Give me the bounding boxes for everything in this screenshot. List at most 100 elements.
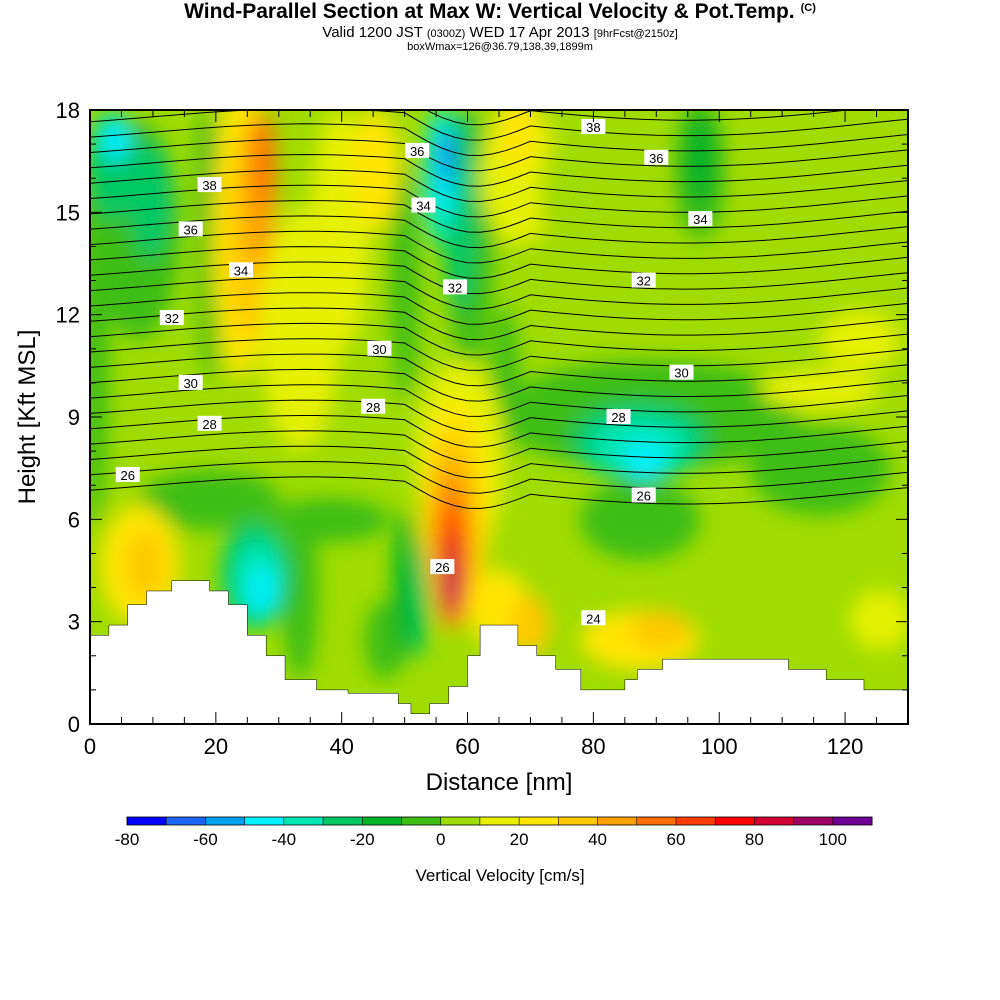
isentrope-line (90, 415, 908, 448)
colorbar-swatch (127, 817, 167, 825)
colorbar-tick-label: 100 (819, 830, 847, 849)
colorbar-swatch (283, 817, 324, 825)
colorbar-tick-label: -80 (115, 830, 140, 849)
x-tick-label: 20 (204, 734, 228, 759)
isentrope-line (90, 169, 908, 203)
colorbar-tick-label: 60 (666, 830, 685, 849)
isentrope-line (90, 430, 908, 464)
isentrope-line (90, 246, 908, 279)
x-axis: 0 20 40 60 80 100 120 (84, 110, 909, 759)
y-tick-label: 15 (56, 200, 80, 225)
terrain-profile (90, 580, 908, 724)
x-tick-label: 120 (827, 734, 864, 759)
isentrope-lines (90, 110, 908, 510)
title-main: Wind-Parallel Section at Max W: Vertical… (184, 0, 795, 23)
contour-label: 38 (202, 178, 216, 193)
contour-label-box (229, 262, 254, 278)
y-tick-label: 3 (68, 610, 80, 635)
isentrope-line (90, 368, 908, 402)
valid-prefix: Valid 1200 JST (322, 24, 423, 41)
forecast-info: [9hrFcst@2150z] (593, 28, 678, 40)
colorbar: -80 -60 -40 -20 0 20 40 60 80 100 (115, 816, 873, 849)
contour-label-box (581, 119, 606, 135)
contour-label-box (644, 149, 669, 165)
colorbar-tick-label: 0 (436, 830, 445, 849)
contour-label: 28 (366, 400, 380, 415)
contour-label-box (631, 487, 656, 503)
contour-label: 28 (611, 410, 625, 425)
contour-label-box (631, 272, 656, 288)
colorbar-label: Vertical Velocity [cm/s] (415, 866, 584, 885)
chart-title: Wind-Parallel Section at Max W: Vertical… (0, 0, 1000, 53)
isentrope-line (90, 276, 908, 310)
isentrope-line (425, 110, 853, 126)
contour-label: 34 (234, 263, 248, 278)
velocity-blobs (90, 110, 908, 680)
colorbar-swatch (832, 817, 873, 825)
isentrope-line (90, 322, 908, 356)
box-info: boxWmax=126@36.79,138.39,1899m (407, 41, 593, 53)
isentrope-line (90, 292, 908, 325)
contour-labels: 24 26 26 26 28 28 28 30 30 30 32 32 32 34 34 34 36 36 36 38… (115, 119, 713, 626)
contour-label-box (688, 211, 713, 227)
contour-label: 32 (448, 280, 462, 295)
isentrope-line (90, 200, 908, 233)
isentrope-line (90, 307, 908, 341)
contour-label: 24 (586, 611, 600, 626)
colorbar-tick-label: 80 (745, 830, 764, 849)
contour-label: 28 (202, 417, 216, 432)
contour-label-box (405, 142, 430, 158)
colorbar-swatch (754, 817, 795, 825)
colorbar-tick-label: -40 (272, 830, 297, 849)
valid-date: WED 17 Apr 2013 (469, 24, 590, 41)
colorbar-swatch (401, 817, 442, 825)
colorbar-swatch (636, 817, 677, 825)
contour-label: 36 (410, 144, 424, 159)
contour-label-box (197, 415, 222, 431)
isentrope-line (90, 445, 908, 479)
colorbar-tick-label: 40 (588, 830, 607, 849)
x-tick-label: 80 (581, 734, 605, 759)
colorbar-swatch (793, 817, 834, 825)
contour-label: 36 (649, 151, 663, 166)
colorbar-swatch (440, 817, 481, 825)
isentrope-line (90, 384, 908, 417)
colorbar-swatch (244, 817, 285, 825)
contour-label-box (115, 466, 140, 482)
contour-label: 30 (183, 376, 197, 391)
isentrope-line (90, 153, 908, 187)
x-tick-label: 100 (701, 734, 738, 759)
colorbar-swatch (166, 817, 206, 825)
contour-label: 32 (636, 274, 650, 289)
colorbar-swatch (519, 817, 559, 825)
contour-label-box (367, 340, 392, 356)
y-tick-label: 18 (56, 98, 80, 123)
colorbar-swatch (479, 817, 520, 825)
contour-label-box (581, 610, 606, 626)
y-tick-label: 9 (68, 405, 80, 430)
contour-label-box (361, 398, 386, 414)
x-tick-label: 60 (455, 734, 479, 759)
contour-label: 36 (183, 222, 197, 237)
contour-label-box (178, 221, 203, 237)
colorbar-swatch (205, 817, 246, 825)
contour-label: 32 (165, 311, 179, 326)
isentrope-line (90, 460, 908, 494)
velocity-field (90, 110, 908, 724)
isentrope-line (90, 261, 908, 295)
contour-label-box (411, 197, 436, 213)
colorbar-swatch (558, 817, 599, 825)
y-axis-label: Height [Kft MSL] (14, 330, 41, 505)
contour-label-box (159, 310, 184, 326)
contour-label: 34 (416, 199, 430, 214)
contour-label-box (430, 559, 455, 575)
isentrope-line (90, 138, 908, 172)
contour-label: 26 (121, 468, 135, 483)
contour-label: 26 (636, 488, 650, 503)
colorbar-swatch (715, 817, 755, 825)
colorbar-tick-label: -60 (193, 830, 218, 849)
isentrope-line (90, 230, 908, 264)
y-tick-label: 0 (68, 712, 80, 737)
